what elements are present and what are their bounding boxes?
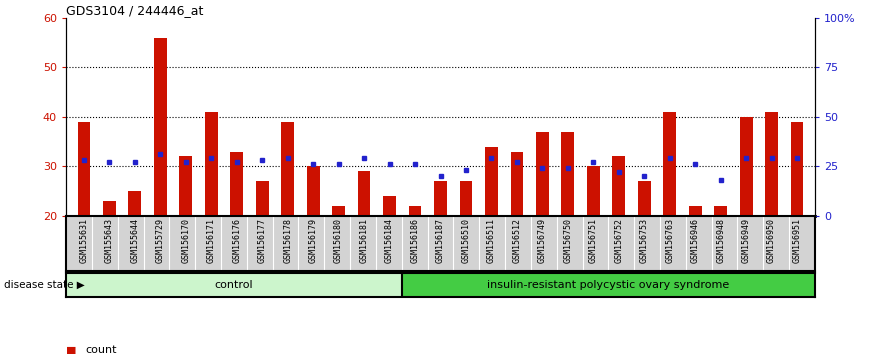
Text: GSM156184: GSM156184 [385, 218, 394, 263]
Bar [689, 206, 701, 216]
Bar [383, 196, 396, 216]
Text: count: count [85, 346, 117, 354]
Text: GSM156171: GSM156171 [207, 218, 216, 263]
Text: GSM156181: GSM156181 [359, 218, 368, 263]
Bar [587, 166, 600, 216]
Text: GSM156946: GSM156946 [691, 218, 700, 263]
Text: GSM156951: GSM156951 [793, 218, 802, 263]
Bar [714, 206, 727, 216]
Text: GSM156753: GSM156753 [640, 218, 648, 263]
Text: GSM156749: GSM156749 [538, 218, 547, 263]
Bar [638, 181, 651, 216]
Bar [78, 122, 90, 216]
Bar [332, 206, 345, 216]
Text: GSM156511: GSM156511 [487, 218, 496, 263]
Bar [663, 112, 676, 216]
Bar [103, 201, 115, 216]
Bar [402, 273, 815, 297]
Bar [791, 122, 803, 216]
Text: GSM155631: GSM155631 [79, 218, 88, 263]
Bar [766, 112, 778, 216]
Text: GSM156178: GSM156178 [283, 218, 292, 263]
Bar [230, 152, 243, 216]
Bar [281, 122, 294, 216]
Text: ■: ■ [66, 346, 77, 354]
Text: GSM156176: GSM156176 [233, 218, 241, 263]
Bar [129, 191, 141, 216]
Bar [434, 181, 447, 216]
Bar [536, 132, 549, 216]
Text: GSM156949: GSM156949 [742, 218, 751, 263]
Text: GSM156170: GSM156170 [181, 218, 190, 263]
Bar [485, 147, 498, 216]
Bar [205, 112, 218, 216]
Text: control: control [215, 280, 253, 290]
Text: GSM156180: GSM156180 [334, 218, 343, 263]
Bar [307, 166, 320, 216]
Text: GSM155729: GSM155729 [156, 218, 165, 263]
Bar [66, 273, 402, 297]
Text: GSM156179: GSM156179 [308, 218, 318, 263]
Bar [180, 156, 192, 216]
Text: GSM156510: GSM156510 [462, 218, 470, 263]
Bar [255, 181, 269, 216]
Bar [612, 156, 626, 216]
Text: GSM156750: GSM156750 [563, 218, 573, 263]
Text: insulin-resistant polycystic ovary syndrome: insulin-resistant polycystic ovary syndr… [487, 280, 729, 290]
Bar [409, 206, 421, 216]
Text: disease state ▶: disease state ▶ [4, 280, 85, 290]
Bar [740, 117, 752, 216]
Text: GSM156187: GSM156187 [436, 218, 445, 263]
Text: GSM156177: GSM156177 [258, 218, 267, 263]
Bar [358, 171, 370, 216]
Text: GSM156948: GSM156948 [716, 218, 725, 263]
Text: GSM155644: GSM155644 [130, 218, 139, 263]
Text: GSM155643: GSM155643 [105, 218, 114, 263]
Text: GDS3104 / 244446_at: GDS3104 / 244446_at [66, 4, 204, 17]
Text: GSM156950: GSM156950 [767, 218, 776, 263]
Text: GSM156752: GSM156752 [614, 218, 623, 263]
Bar [561, 132, 574, 216]
Bar [460, 181, 472, 216]
Bar [154, 38, 167, 216]
Text: GSM156751: GSM156751 [589, 218, 598, 263]
Text: GSM156512: GSM156512 [513, 218, 522, 263]
Text: GSM156186: GSM156186 [411, 218, 419, 263]
Bar [511, 152, 523, 216]
Text: GSM156763: GSM156763 [665, 218, 674, 263]
